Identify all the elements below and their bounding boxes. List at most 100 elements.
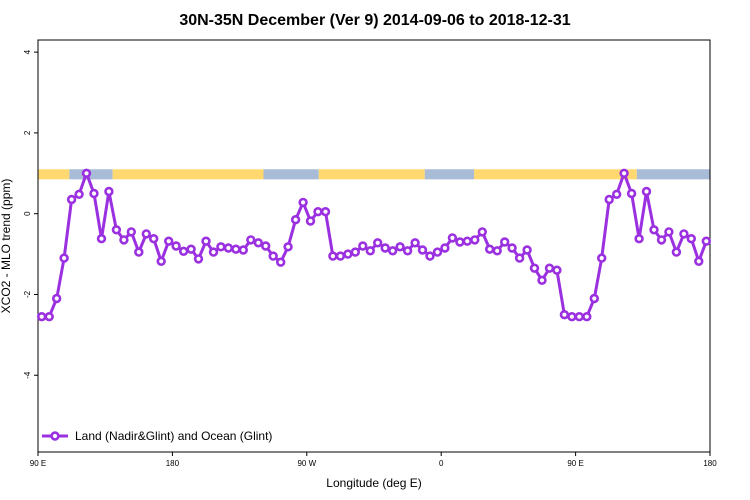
data-point [679, 229, 689, 239]
data-point [395, 242, 405, 252]
data-point [343, 249, 353, 259]
data-point [641, 186, 652, 197]
data-point [447, 233, 458, 243]
data-point [193, 254, 204, 264]
data-point [283, 242, 293, 252]
data-point [425, 251, 435, 261]
data-point [529, 263, 540, 273]
y-tick-label: -4 [23, 371, 32, 379]
data-point [373, 238, 383, 248]
data-point [664, 227, 674, 237]
data-point [96, 234, 107, 244]
data-point [134, 247, 144, 257]
data-point [74, 189, 84, 200]
data-point [253, 238, 263, 248]
data-point [44, 312, 54, 322]
x-tick-label: 90 E [567, 459, 583, 468]
data-point [231, 244, 241, 254]
x-tick-label: 180 [703, 459, 717, 468]
data-point [440, 243, 450, 253]
data-point [596, 253, 607, 263]
data-point [410, 238, 420, 248]
data-point [701, 236, 711, 246]
legend-marker-swatch [50, 431, 60, 441]
y-axis-label: XCO2 - MLO trend (ppm) [0, 179, 13, 314]
data-point [500, 237, 510, 247]
data-point [649, 225, 659, 235]
data-point [492, 246, 502, 256]
data-point [276, 257, 286, 267]
data-point [111, 225, 122, 235]
data-point [66, 194, 77, 205]
data-point [507, 243, 517, 253]
x-tick-label: 90 E [30, 459, 46, 468]
data-point [51, 293, 62, 304]
y-axis: 4 2 0 -2 -4 [23, 49, 38, 379]
data-point [305, 216, 316, 226]
data-point [470, 235, 480, 245]
data-point [238, 245, 249, 255]
data-point [432, 247, 443, 257]
data-point [104, 186, 114, 197]
data-point [417, 245, 428, 255]
land-ocean-mask [38, 169, 710, 180]
data-point [328, 251, 338, 261]
data-point [350, 247, 360, 257]
data-point [261, 241, 271, 251]
data-point [81, 168, 92, 179]
data-point [186, 244, 196, 254]
data-point [388, 246, 398, 256]
data-point [320, 207, 331, 217]
data-point [514, 253, 525, 263]
data-point [298, 197, 308, 208]
y-tick-label: 0 [23, 211, 32, 216]
x-tick-label: 90 W [297, 459, 316, 468]
data-point [119, 235, 129, 245]
data-point [611, 189, 622, 200]
data-point [582, 312, 592, 322]
data-point [567, 312, 577, 322]
data-point [216, 242, 226, 252]
data-point [589, 293, 599, 304]
x-tick-label: 180 [166, 459, 180, 468]
mask-segment-ocean [636, 169, 710, 180]
data-point [380, 243, 390, 253]
data-point [544, 263, 555, 273]
chart-title: 30N-35N December (Ver 9) 2014-09-06 to 2… [179, 12, 570, 29]
data-point [485, 244, 495, 254]
x-axis-label: Longitude (deg E) [326, 476, 421, 490]
mask-segment-land [474, 169, 637, 180]
mask-segment-ocean [263, 169, 319, 180]
data-point [477, 227, 487, 237]
mask-segment-ocean [424, 169, 475, 180]
data-point [455, 237, 465, 247]
y-tick-label: 4 [23, 49, 32, 54]
data-point [335, 251, 346, 261]
data-point [559, 310, 570, 320]
data-point [656, 235, 667, 245]
data-point [223, 243, 234, 253]
data-point [694, 256, 704, 266]
data-point [89, 188, 99, 199]
data-point [365, 246, 375, 256]
data-point [686, 234, 696, 244]
data-point [604, 194, 614, 205]
data-point [149, 234, 159, 244]
data-point [626, 188, 637, 199]
data-point [156, 256, 166, 266]
data-point [126, 227, 137, 237]
data-point [164, 236, 174, 246]
data-point [358, 241, 368, 251]
data-point [402, 246, 413, 256]
data-point [246, 235, 256, 245]
mask-segment-land [38, 169, 70, 180]
data-point [171, 241, 181, 251]
y-tick-label: -2 [23, 290, 32, 298]
data-point [178, 246, 189, 257]
x-axis: 90 E 180 90 W 0 90 E 180 [30, 452, 717, 468]
mask-segment-land [112, 169, 264, 180]
data-point [201, 236, 211, 246]
legend-entry: Land (Nadir&Glint) and Ocean (Glint) [75, 429, 272, 443]
data-point [141, 229, 152, 239]
